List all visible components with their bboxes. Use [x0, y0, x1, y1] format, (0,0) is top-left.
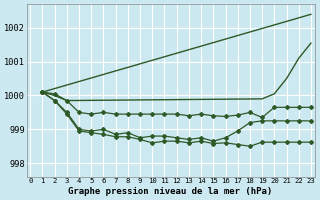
X-axis label: Graphe pression niveau de la mer (hPa): Graphe pression niveau de la mer (hPa)	[68, 187, 273, 196]
